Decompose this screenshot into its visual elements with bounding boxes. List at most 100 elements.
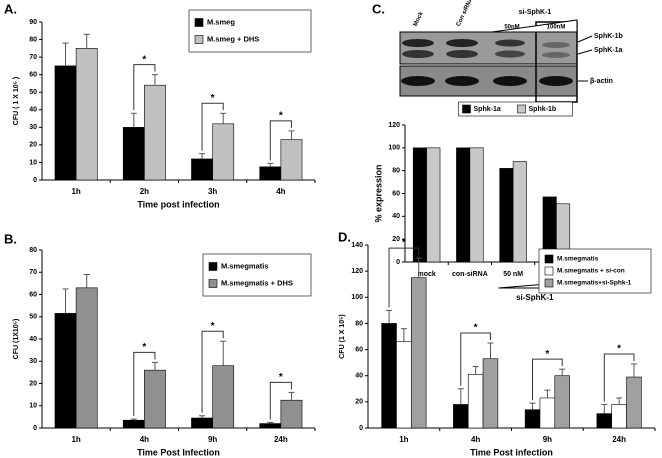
- y-tick-label: 40: [355, 373, 363, 380]
- legend-swatch: [544, 266, 554, 276]
- x-tick-label: 4h: [140, 435, 149, 444]
- y-tick-label: 40: [392, 213, 400, 220]
- treatment-label: si-SphK-1: [519, 9, 552, 16]
- band: [402, 39, 434, 47]
- x-tick-label: 1h: [71, 187, 80, 196]
- y-tick-label: 10: [29, 403, 37, 410]
- bar: [191, 158, 213, 181]
- significance-bracket: [532, 358, 563, 401]
- x-tick-label: 50 nM: [503, 271, 523, 278]
- legend-box: [538, 248, 652, 294]
- bar: [144, 84, 166, 181]
- y-tick-label: 120: [351, 268, 363, 275]
- bar: [524, 409, 541, 429]
- x-axis-label: Time Post Infection: [137, 447, 220, 457]
- significance-bracket: [201, 330, 224, 413]
- bar: [412, 147, 427, 263]
- annotation: *: [279, 110, 283, 121]
- band: [493, 76, 527, 86]
- y-tick-label: 0: [33, 177, 37, 184]
- band-label: β-actin: [590, 78, 613, 85]
- legend-swatch: [462, 104, 471, 114]
- bar: [75, 48, 98, 181]
- y-tick-label: 30: [29, 124, 37, 131]
- legend-label: M.smegmatis + si-con: [557, 268, 625, 275]
- y-tick-label: 20: [29, 380, 37, 387]
- panel-label: B.: [4, 231, 17, 246]
- legend-swatch: [544, 254, 554, 264]
- x-tick-label: 9h: [208, 435, 217, 444]
- annotation: *: [617, 344, 621, 355]
- bar: [554, 375, 570, 429]
- x-tick-label: con-siRNA: [452, 271, 488, 278]
- bar: [596, 413, 613, 429]
- bar: [144, 369, 166, 429]
- y-tick-label: 80: [29, 247, 37, 254]
- y-tick-label: 80: [355, 320, 363, 327]
- bar: [467, 374, 484, 429]
- legend-label: M.smeg: [207, 17, 235, 26]
- bar: [469, 147, 484, 263]
- legend-label: Sphk-1a: [474, 106, 501, 113]
- significance-bracket: [201, 102, 224, 151]
- legend-box: [458, 101, 573, 117]
- x-tick-label: 4h: [471, 435, 480, 444]
- band: [495, 39, 525, 47]
- bar: [456, 147, 471, 263]
- y-tick-label: 100: [351, 294, 363, 301]
- significance-bracket: [133, 64, 156, 111]
- significance-bracket: [460, 332, 491, 386]
- legend-label: M.smegmatis+si-Sphk-1: [557, 280, 632, 287]
- y-tick-label: 40: [29, 336, 37, 343]
- bar: [381, 323, 397, 429]
- x-axis-label: Time Post infection: [470, 447, 553, 457]
- bar: [453, 404, 469, 429]
- bar: [539, 397, 556, 429]
- y-tick-label: 60: [29, 72, 37, 79]
- blot-panel: [399, 31, 578, 65]
- leader-line: [577, 49, 593, 55]
- y-tick-label: 0: [359, 425, 363, 432]
- y-tick-label: 140: [351, 242, 363, 249]
- significance-bracket: [269, 381, 292, 420]
- band: [446, 50, 478, 58]
- legend-label: Sphk-1b: [529, 106, 557, 113]
- y-tick-label: 120: [388, 122, 400, 129]
- significance-bracket: [388, 247, 420, 308]
- panel-label: D.: [338, 229, 351, 244]
- x-tick-label: 1h: [399, 435, 408, 444]
- annotation: *: [142, 54, 146, 65]
- y-tick-label: 50: [29, 314, 37, 321]
- y-tick-label: 80: [392, 168, 400, 175]
- legend-swatch: [517, 104, 526, 114]
- y-tick-label: 60: [29, 291, 37, 298]
- panel-label: C.: [372, 1, 385, 16]
- lane-label: Con siRNA: [456, 0, 475, 28]
- y-axis-label: CFU (1X10⁵): [13, 319, 20, 360]
- annotation: *: [211, 321, 215, 332]
- y-tick-label: 90: [29, 19, 37, 26]
- legend-swatch: [194, 18, 204, 27]
- y-axis-label: CFU (1 X 10⁵): [339, 314, 346, 359]
- bar: [410, 277, 427, 429]
- legend-label: M.smegmatis + DHS: [221, 278, 293, 287]
- y-tick-label: 0: [33, 425, 37, 432]
- bar: [499, 168, 514, 263]
- x-axis-label: si-SphK-1: [516, 293, 554, 302]
- band: [445, 76, 479, 86]
- x-tick-label: 24h: [274, 435, 288, 444]
- bar: [212, 365, 235, 429]
- x-tick-label: 1h: [71, 435, 80, 444]
- bar: [626, 376, 642, 429]
- bar: [512, 161, 527, 263]
- blot: Mock Con siRNA si-SphK-1 50nM 100nM SphK…: [399, 0, 623, 103]
- y-tick-label: 30: [29, 358, 37, 365]
- y-tick-label: 0: [396, 259, 400, 266]
- legend-label: M.smegmatis: [557, 256, 599, 263]
- dose-wedge: [491, 19, 578, 33]
- significance-bracket: [133, 351, 156, 417]
- legend-label: M.smeg + DHS: [207, 34, 259, 43]
- y-tick-label: 40: [29, 107, 37, 114]
- bar: [280, 139, 303, 181]
- band: [401, 76, 435, 86]
